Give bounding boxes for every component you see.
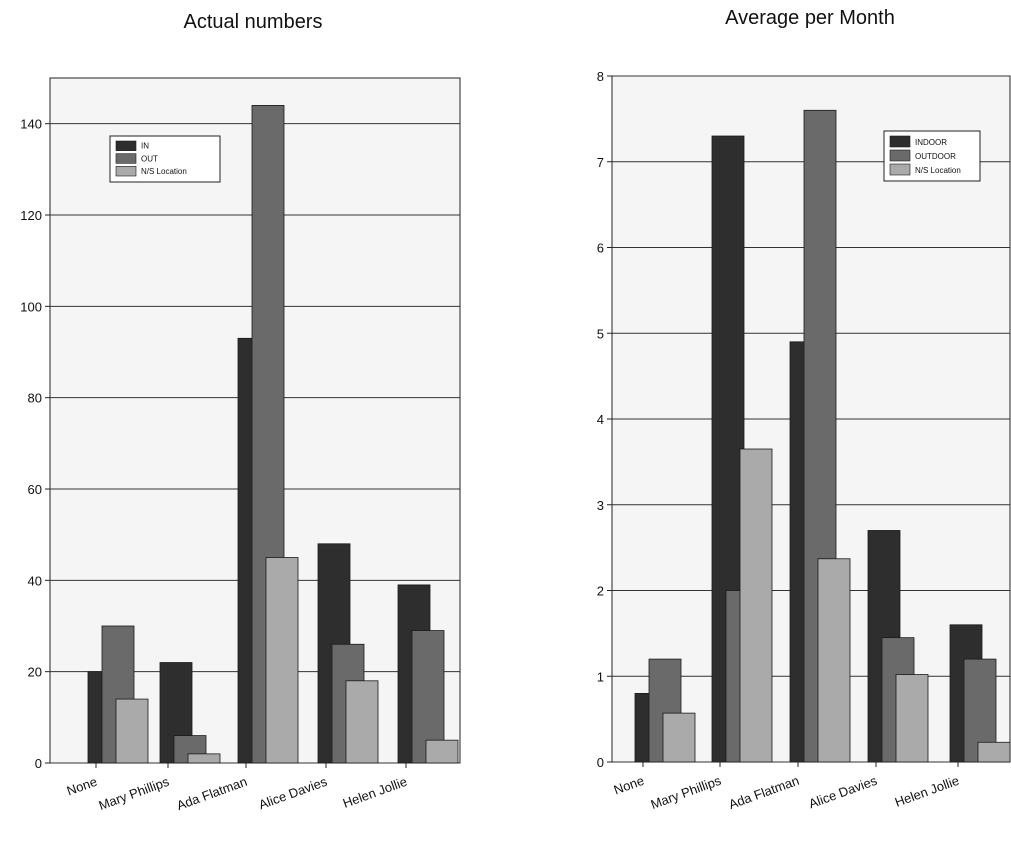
legend-label-in: IN — [141, 142, 149, 151]
legend-swatch-out — [115, 153, 137, 164]
y-tick-label: 4 — [597, 412, 604, 427]
bar-n-s-location-helen-jollie — [425, 739, 459, 764]
legend-label-out: OUT — [141, 154, 158, 163]
y-tick-label: 120 — [20, 208, 42, 223]
bar-n-s-location-mary-phillips — [187, 753, 221, 764]
y-tick-label: 0 — [35, 756, 42, 771]
legend-swatch-indoor — [889, 135, 911, 148]
y-tick-label: 60 — [28, 482, 42, 497]
y-tick-label: 100 — [20, 299, 42, 314]
legend-label-n-s-location: N/S Location — [915, 166, 961, 175]
legend-label-outdoor: OUTDOOR — [915, 152, 956, 161]
y-tick-label: 1 — [597, 669, 604, 684]
bar-n-s-location-ada-flatman — [817, 558, 851, 763]
legend-swatch-in — [115, 140, 137, 151]
y-tick-label: 7 — [597, 155, 604, 170]
y-tick-label: 5 — [597, 326, 604, 341]
legend: INDOOR OUTDOOR N/S Location — [883, 130, 981, 182]
bar-n-s-location-none — [662, 712, 696, 763]
chart-title: Average per Month — [725, 7, 895, 29]
y-tick-label: 0 — [597, 755, 604, 770]
bar-n-s-location-ada-flatman — [265, 557, 299, 764]
y-tick-label: 8 — [597, 69, 604, 84]
y-tick-label: 6 — [597, 241, 604, 256]
legend-swatch-outdoor — [889, 149, 911, 162]
y-tick-label: 2 — [597, 584, 604, 599]
bar-n-s-location-alice-davies — [345, 680, 379, 764]
legend-swatch-n-s-location — [889, 163, 911, 176]
y-tick-label: 40 — [28, 573, 42, 588]
y-tick-label: 20 — [28, 665, 42, 680]
bar-n-s-location-helen-jollie — [977, 741, 1011, 763]
y-tick-label: 140 — [20, 117, 42, 132]
y-tick-label: 3 — [597, 498, 604, 513]
legend-label-n-s-location: N/S Location — [141, 167, 187, 176]
legend: IN OUT N/S Location — [109, 135, 221, 183]
legend-swatch-n-s-location — [115, 166, 137, 177]
bar-n-s-location-none — [115, 698, 149, 764]
legend-label-indoor: INDOOR — [915, 138, 947, 147]
y-tick-label: 80 — [28, 391, 42, 406]
bar-n-s-location-alice-davies — [895, 674, 929, 763]
bar-n-s-location-mary-phillips — [739, 448, 773, 763]
chart-title: Actual numbers — [184, 11, 323, 33]
